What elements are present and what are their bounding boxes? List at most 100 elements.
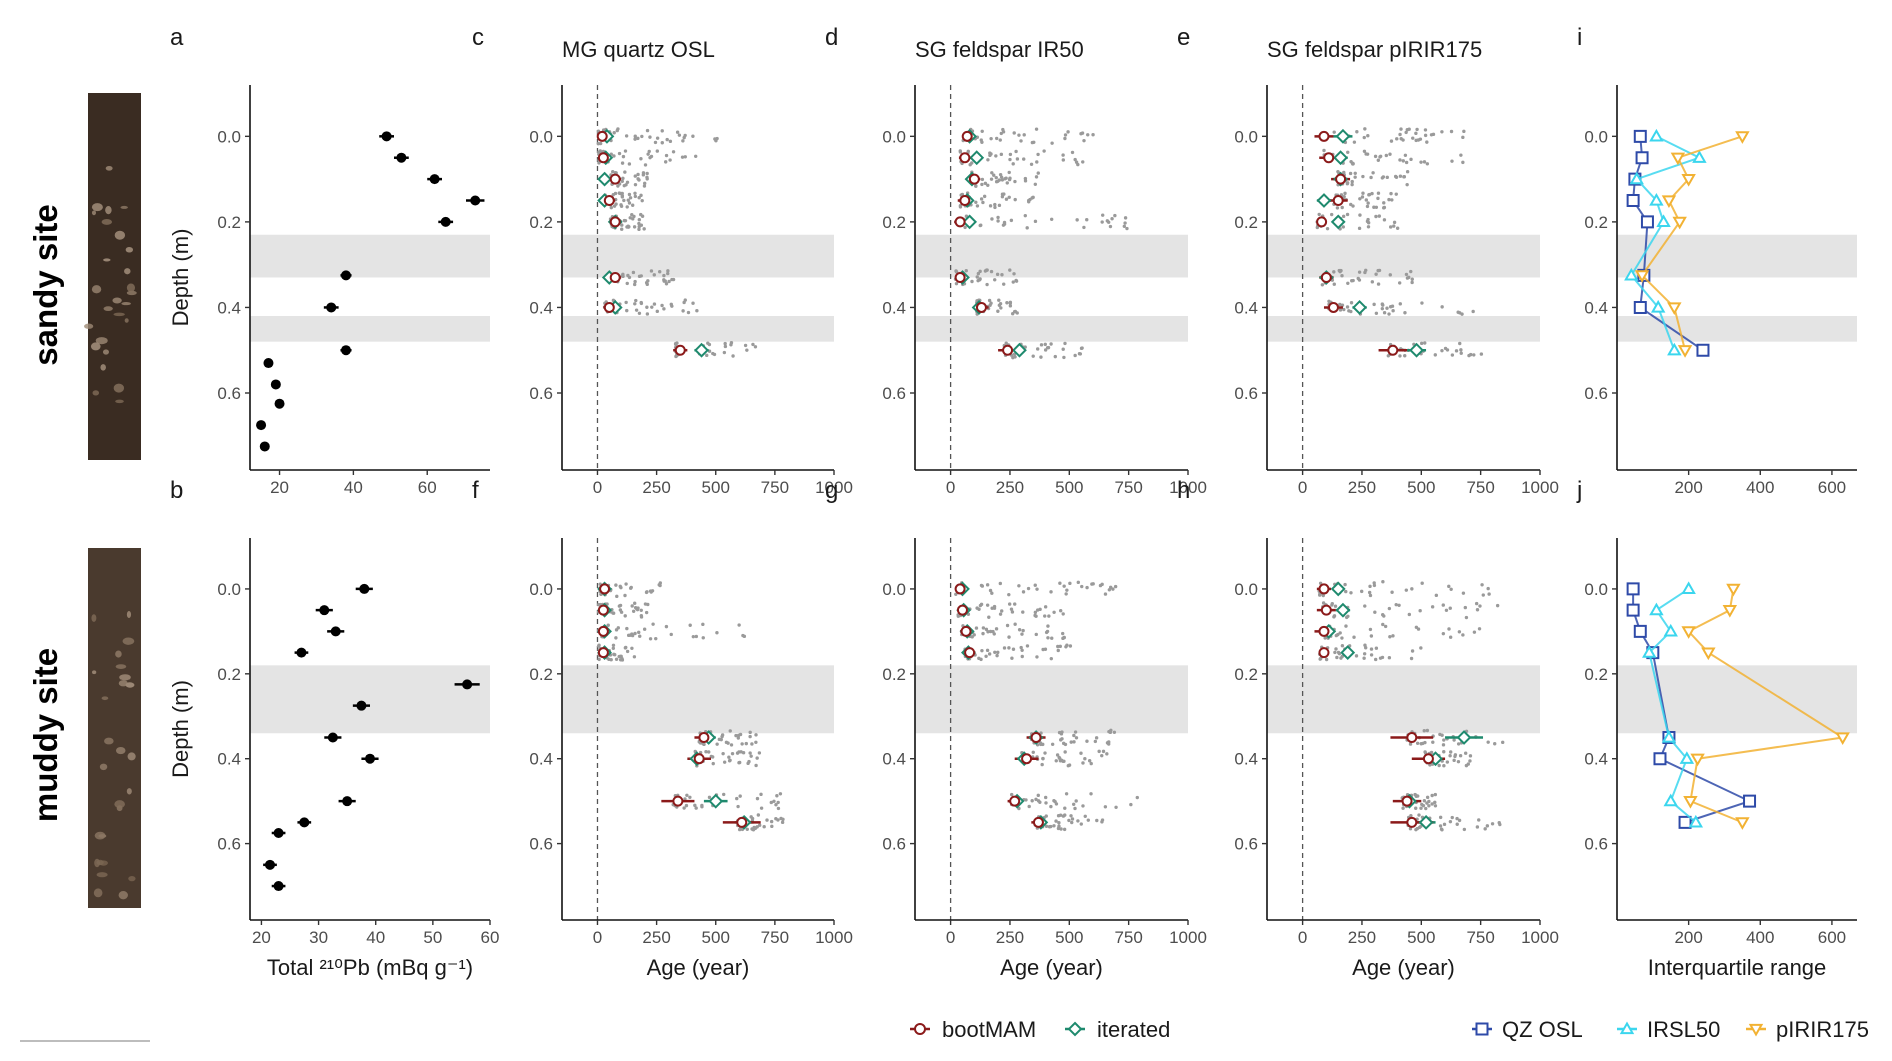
aliquot-age-point — [1377, 214, 1382, 218]
aliquot-age-point — [1404, 588, 1409, 592]
x-tick-label: 0 — [593, 478, 602, 497]
aliquot-age-point — [1345, 181, 1350, 185]
aliquot-age-point — [1349, 159, 1353, 164]
bootmam-point — [954, 272, 966, 283]
iqr-series-point — [1633, 129, 1647, 143]
aliquot-age-point — [1113, 213, 1117, 218]
aliquot-age-point — [701, 622, 705, 627]
aliquot-age-point — [1085, 218, 1089, 222]
aliquot-age-point — [999, 306, 1003, 310]
aliquot-age-point — [994, 627, 999, 631]
aliquot-age-point — [1345, 305, 1350, 309]
bootmam-point — [674, 344, 686, 356]
iterated-point — [1330, 214, 1346, 230]
aliquot-age-point — [1101, 749, 1106, 754]
bootmam-point — [609, 272, 621, 283]
core-sediment-grain — [93, 888, 103, 898]
aliquot-age-point — [1063, 806, 1067, 810]
bootmam-point — [599, 583, 611, 595]
aliquot-age-point — [1054, 759, 1058, 763]
aliquot-age-point — [1036, 171, 1040, 175]
aliquot-age-point — [748, 730, 752, 735]
aliquot-age-point — [630, 646, 634, 650]
aliquot-age-point — [994, 154, 998, 158]
aliquot-age-point — [633, 279, 637, 284]
aliquot-age-point — [1461, 633, 1465, 637]
aliquot-age-point — [978, 603, 983, 608]
iterated-point — [597, 171, 612, 187]
iterated-point — [1340, 645, 1356, 661]
aliquot-age-point — [685, 793, 689, 797]
aliquot-age-point — [1459, 153, 1463, 157]
iqr-series-point — [1692, 150, 1707, 163]
aliquot-age-point — [1013, 197, 1017, 202]
aliquot-age-point — [1054, 819, 1058, 823]
bootmam-point — [959, 195, 971, 206]
aliquot-age-point — [715, 136, 719, 141]
aliquot-age-point — [1021, 628, 1025, 633]
aliquot-age-point — [637, 630, 641, 635]
aliquot-age-point — [994, 180, 999, 184]
pb210-point — [330, 626, 341, 637]
aliquot-age-point — [750, 827, 754, 831]
aliquot-age-point — [618, 658, 623, 662]
aliquot-age-point — [1362, 652, 1367, 656]
aliquot-age-point — [645, 590, 649, 594]
aliquot-age-point — [631, 609, 636, 613]
aliquot-age-point — [1438, 824, 1443, 828]
aliquot-age-point — [998, 138, 1002, 142]
aliquot-age-point — [624, 183, 628, 187]
aliquot-age-point — [1373, 610, 1377, 614]
aliquot-age-point — [648, 637, 653, 641]
y-tick-label: 0.4 — [1584, 298, 1608, 317]
aliquot-age-point — [1390, 590, 1394, 594]
aliquot-age-point — [618, 191, 622, 196]
aliquot-age-point — [1388, 273, 1392, 277]
core-sediment-grain — [104, 737, 114, 745]
aliquot-age-point — [1398, 302, 1402, 306]
aliquot-age-point — [681, 139, 685, 143]
aliquot-age-point — [741, 633, 745, 638]
iqr-series-point — [1735, 131, 1750, 144]
aliquot-age-point — [691, 134, 695, 138]
aliquot-age-point — [728, 758, 732, 763]
aliquot-age-point — [1009, 218, 1014, 223]
aliquot-age-point — [637, 178, 641, 182]
aliquot-age-point — [1044, 801, 1048, 805]
aliquot-age-point — [762, 825, 766, 829]
aliquot-age-point — [705, 353, 709, 358]
aliquot-age-point — [1382, 201, 1386, 205]
aliquot-age-point — [1374, 311, 1379, 315]
aliquot-age-point — [1452, 758, 1456, 763]
aliquot-age-point — [1401, 159, 1405, 163]
core-sediment-grain — [115, 747, 126, 755]
aliquot-age-point — [691, 634, 696, 639]
aliquot-age-point — [1455, 822, 1459, 826]
aliquot-age-point — [1490, 822, 1495, 826]
aliquot-age-point — [1415, 127, 1419, 132]
aliquot-age-point — [1327, 299, 1331, 303]
bootmam-point — [597, 625, 609, 637]
aliquot-age-point — [1433, 353, 1438, 357]
aliquot-age-point — [641, 173, 646, 177]
aliquot-age-point — [1005, 301, 1009, 305]
y-tick-label: 0.6 — [882, 384, 906, 403]
aliquot-age-point — [614, 636, 618, 640]
bootmam-point — [1318, 625, 1330, 637]
x-tick-label: 40 — [344, 478, 363, 497]
iqr-series-point — [1701, 647, 1716, 661]
aliquot-age-point — [1414, 131, 1418, 136]
aliquot-age-point — [986, 183, 990, 188]
aliquot-age-point — [1407, 127, 1411, 131]
aliquot-age-point — [1453, 754, 1457, 759]
aliquot-age-point — [1440, 305, 1444, 309]
aliquot-age-point — [754, 733, 758, 737]
shaded-depth-band — [915, 665, 1188, 734]
pb210-point — [263, 358, 274, 369]
aliquot-age-point — [1394, 192, 1398, 196]
aliquot-age-point — [1123, 216, 1128, 220]
aliquot-age-point — [1009, 607, 1014, 611]
core-photo-body — [88, 548, 141, 908]
core-sediment-grain — [95, 337, 108, 345]
aliquot-age-point — [1418, 609, 1422, 613]
